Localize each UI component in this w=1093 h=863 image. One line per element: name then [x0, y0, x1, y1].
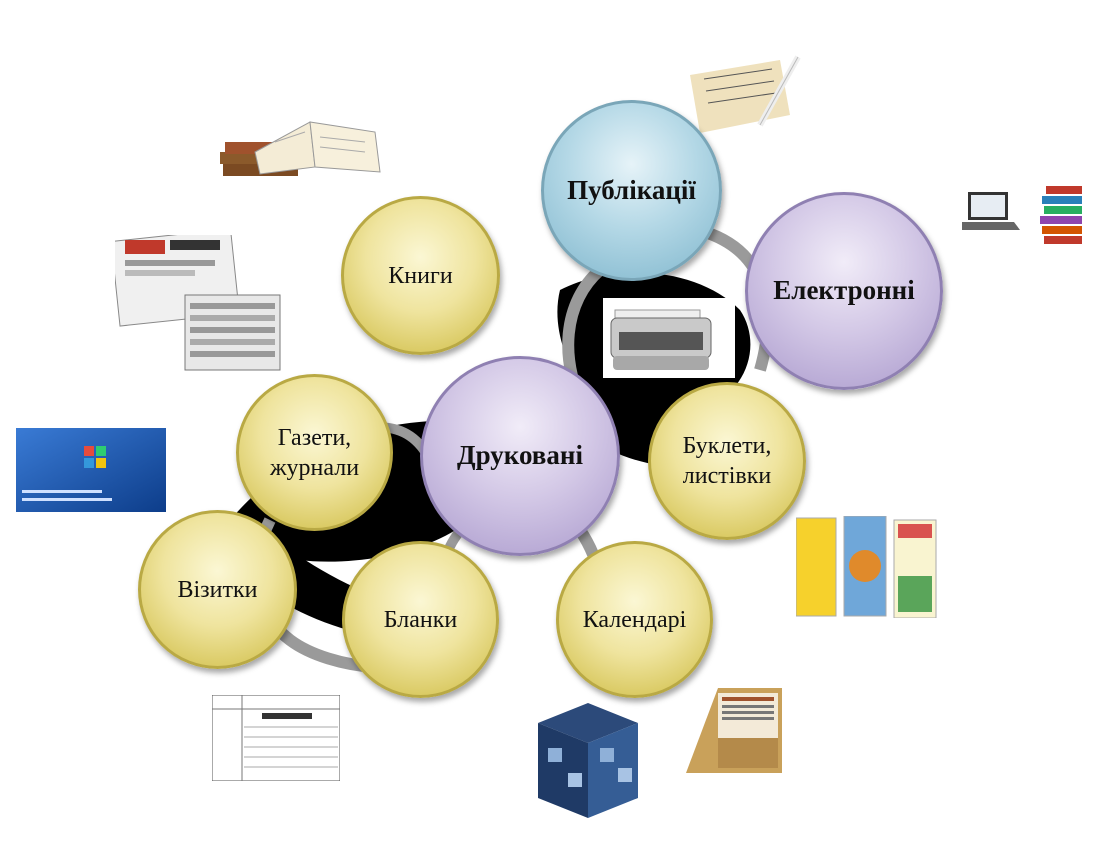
- node-electronic-label: Електронні: [773, 275, 915, 306]
- node-publications-label: Публікації: [567, 174, 696, 205]
- node-calendars-label: Календарі: [582, 606, 687, 633]
- node-business-cards-label: Візитки: [177, 576, 258, 603]
- node-printed: Друковані: [420, 356, 620, 556]
- node-forms-label: Бланки: [383, 606, 458, 633]
- node-booklets-label: Буклети, листівки: [682, 433, 772, 489]
- business-card-image: [16, 428, 166, 512]
- bookmarks-image: [796, 516, 937, 618]
- open-book-image: [220, 121, 381, 176]
- node-books: Книги: [341, 196, 500, 355]
- node-books-label: Книги: [388, 262, 453, 289]
- node-newspapers-label: Газети, журнали: [269, 424, 360, 481]
- node-booklets: Буклети, листівки: [648, 382, 806, 540]
- typewriter-image: [603, 298, 735, 378]
- telegram-form-image: [212, 695, 340, 781]
- cube-calendar-image: [538, 703, 638, 818]
- manuscript-quill-image: [690, 55, 801, 133]
- node-publications: Публікації: [541, 100, 722, 281]
- node-electronic: Електронні: [745, 192, 943, 390]
- newspaper-stack-image: [115, 235, 281, 371]
- node-newspapers: Газети, журнали: [236, 374, 393, 531]
- laptop-books-image: [962, 186, 1082, 244]
- node-business-cards: Візитки: [138, 510, 297, 669]
- node-printed-label: Друковані: [457, 440, 583, 471]
- node-forms: Бланки: [342, 541, 499, 698]
- node-calendars: Календарі: [556, 541, 713, 698]
- desk-calendar-image: [686, 688, 782, 773]
